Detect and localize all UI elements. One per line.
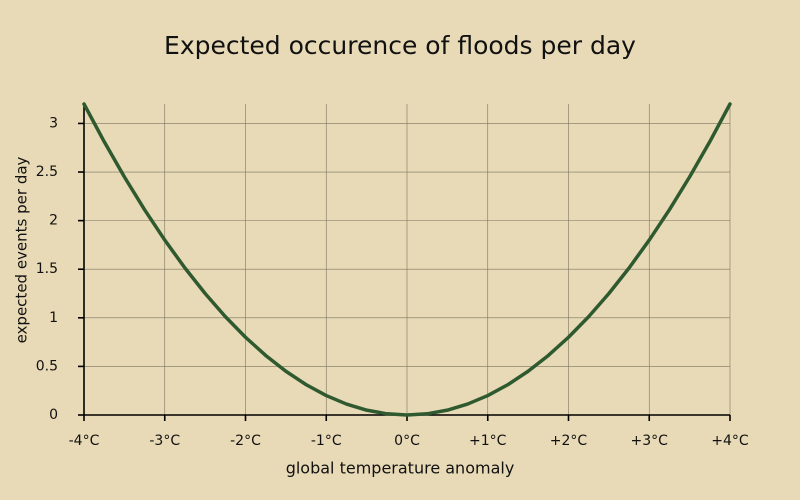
- x-axis-label: global temperature anomaly: [286, 459, 515, 478]
- x-tick-label: -4°C: [69, 433, 100, 449]
- y-tick-label: 2.5: [36, 164, 58, 180]
- y-tick-label: 0.5: [36, 358, 58, 374]
- line-series: [82, 102, 732, 417]
- y-tick-label: 0: [49, 407, 58, 423]
- y-tick-label: 2: [49, 213, 58, 229]
- chart-title: Expected occurence of floods per day: [164, 31, 636, 60]
- x-tick-label: -2°C: [230, 433, 261, 449]
- x-tick-label: +3°C: [631, 433, 669, 449]
- y-axis-label: expected events per day: [13, 156, 31, 343]
- x-tick-label: 0°C: [394, 433, 420, 449]
- x-tick-label: -1°C: [311, 433, 342, 449]
- x-tick-label: +4°C: [711, 433, 749, 449]
- y-tick-label: 3: [49, 115, 58, 131]
- y-tick-label: 1: [49, 310, 58, 326]
- x-tick-label: -3°C: [149, 433, 180, 449]
- y-tick-label: 1.5: [36, 261, 58, 277]
- x-tick-label: +1°C: [469, 433, 507, 449]
- x-tick-label: +2°C: [550, 433, 588, 449]
